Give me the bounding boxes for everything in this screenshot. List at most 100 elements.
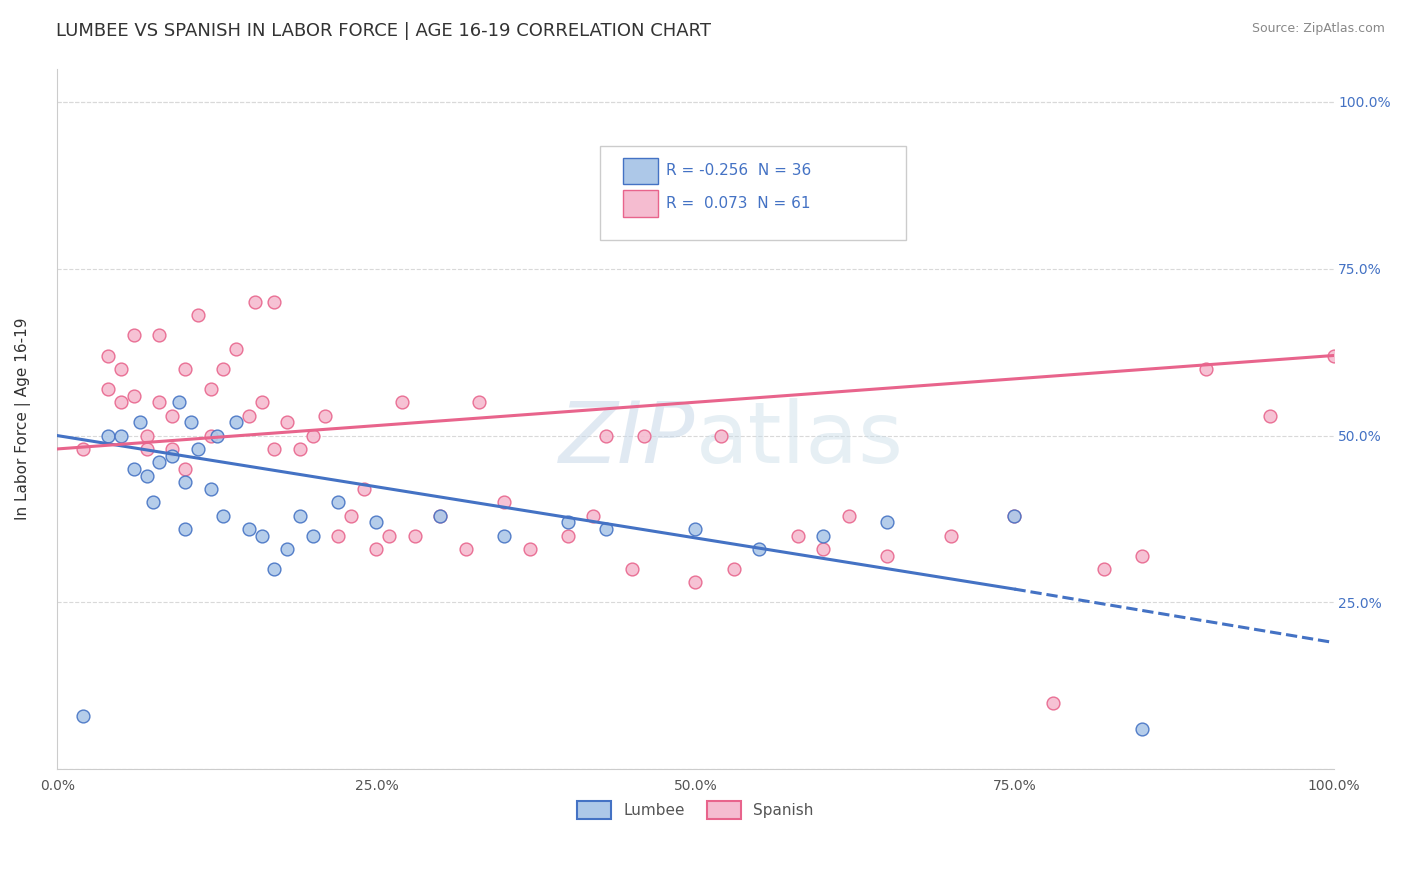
Point xyxy=(366,542,388,557)
Point xyxy=(148,455,170,469)
Point xyxy=(180,415,202,429)
FancyBboxPatch shape xyxy=(600,145,905,240)
Point xyxy=(1004,508,1026,523)
Point xyxy=(492,529,515,543)
Point xyxy=(1195,362,1218,376)
Point xyxy=(582,508,605,523)
Point xyxy=(72,709,94,723)
Y-axis label: In Labor Force | Age 16-19: In Labor Force | Age 16-19 xyxy=(15,318,31,520)
Point xyxy=(205,428,228,442)
Point xyxy=(162,449,184,463)
Point xyxy=(429,508,451,523)
Point xyxy=(519,542,541,557)
Text: Source: ZipAtlas.com: Source: ZipAtlas.com xyxy=(1251,22,1385,36)
Point xyxy=(595,522,617,536)
Point xyxy=(340,508,363,523)
Point xyxy=(326,529,349,543)
Bar xyxy=(623,158,658,184)
Point xyxy=(142,495,165,509)
Point xyxy=(162,442,184,456)
Point xyxy=(135,442,157,456)
Point xyxy=(162,409,184,423)
Point xyxy=(225,342,247,356)
Point xyxy=(314,409,336,423)
Point xyxy=(454,542,477,557)
Point xyxy=(1130,723,1153,737)
Text: LUMBEE VS SPANISH IN LABOR FORCE | AGE 16-19 CORRELATION CHART: LUMBEE VS SPANISH IN LABOR FORCE | AGE 1… xyxy=(56,22,711,40)
Point xyxy=(129,415,152,429)
Point xyxy=(685,575,707,590)
Point xyxy=(492,495,515,509)
Point xyxy=(72,442,94,456)
Point xyxy=(238,522,260,536)
Point xyxy=(97,428,120,442)
Bar xyxy=(623,191,658,217)
Point xyxy=(122,388,145,402)
Point xyxy=(786,529,808,543)
Text: ZIP: ZIP xyxy=(560,399,696,482)
Point xyxy=(467,395,489,409)
Point xyxy=(250,395,273,409)
Point xyxy=(122,462,145,476)
Point xyxy=(811,529,834,543)
Point xyxy=(200,482,222,496)
Point xyxy=(110,395,132,409)
Point xyxy=(238,409,260,423)
Point xyxy=(1042,696,1064,710)
Point xyxy=(97,382,120,396)
Point xyxy=(685,522,707,536)
Point xyxy=(595,428,617,442)
Point xyxy=(1258,409,1281,423)
Point xyxy=(148,328,170,343)
Point xyxy=(276,415,298,429)
Point xyxy=(263,562,285,576)
Text: R =  0.073  N = 61: R = 0.073 N = 61 xyxy=(666,196,811,211)
Point xyxy=(1322,349,1344,363)
Point xyxy=(710,428,733,442)
Point xyxy=(174,522,197,536)
Point xyxy=(1004,508,1026,523)
Point xyxy=(110,362,132,376)
Point xyxy=(353,482,375,496)
Point xyxy=(263,295,285,310)
Point xyxy=(110,428,132,442)
Point xyxy=(243,295,266,310)
Point xyxy=(620,562,643,576)
Point xyxy=(326,495,349,509)
Point xyxy=(250,529,273,543)
Point xyxy=(187,309,209,323)
Point xyxy=(404,529,426,543)
Text: atlas: atlas xyxy=(696,399,904,482)
Point xyxy=(748,542,770,557)
Point xyxy=(200,382,222,396)
Point xyxy=(811,542,834,557)
Point xyxy=(429,508,451,523)
Point xyxy=(1092,562,1115,576)
Point xyxy=(288,508,311,523)
Point xyxy=(212,362,235,376)
Point xyxy=(212,508,235,523)
Point xyxy=(557,529,579,543)
Point xyxy=(391,395,413,409)
Point xyxy=(366,516,388,530)
Point xyxy=(876,516,898,530)
Text: R = -0.256  N = 36: R = -0.256 N = 36 xyxy=(666,163,811,178)
Point xyxy=(225,415,247,429)
Point xyxy=(939,529,962,543)
Point xyxy=(135,428,157,442)
Point xyxy=(301,529,323,543)
Point xyxy=(276,542,298,557)
Point xyxy=(135,468,157,483)
Point xyxy=(723,562,745,576)
Point xyxy=(838,508,860,523)
Legend: Lumbee, Spanish: Lumbee, Spanish xyxy=(571,795,820,825)
Point xyxy=(97,349,120,363)
Point xyxy=(301,428,323,442)
Point xyxy=(557,516,579,530)
Point xyxy=(288,442,311,456)
Point xyxy=(122,328,145,343)
Point xyxy=(174,462,197,476)
Point xyxy=(200,428,222,442)
Point xyxy=(1130,549,1153,563)
Point xyxy=(174,362,197,376)
